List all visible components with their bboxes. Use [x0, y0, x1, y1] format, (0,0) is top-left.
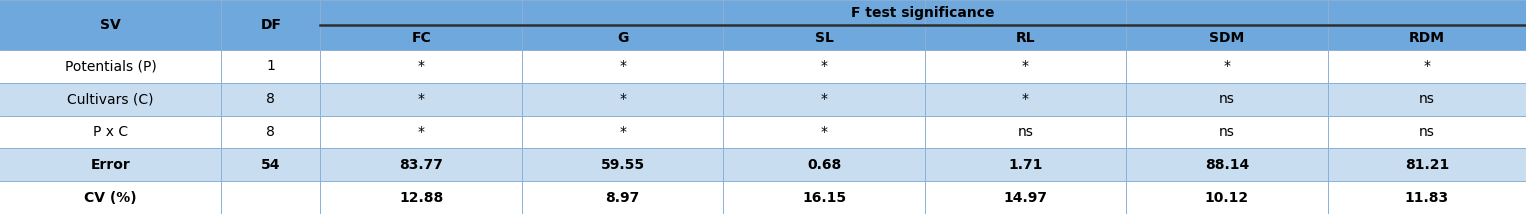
Text: *: *: [620, 92, 626, 106]
Text: *: *: [620, 59, 626, 73]
Bar: [0, 50, 1526, 83]
Text: 1.71: 1.71: [1009, 158, 1042, 172]
Text: 11.83: 11.83: [1405, 191, 1448, 205]
Bar: [0, 181, 1526, 214]
Text: 0.68: 0.68: [807, 158, 841, 172]
Text: ns: ns: [1419, 92, 1434, 106]
Text: DF: DF: [261, 18, 281, 32]
Bar: [0, 0, 1526, 50]
Text: ns: ns: [1219, 92, 1235, 106]
Text: 88.14: 88.14: [1206, 158, 1248, 172]
Text: 16.15: 16.15: [803, 191, 845, 205]
Text: *: *: [1022, 59, 1029, 73]
Text: 54: 54: [261, 158, 281, 172]
Text: ns: ns: [1018, 125, 1033, 139]
Text: P x C: P x C: [93, 125, 128, 139]
Text: *: *: [1224, 59, 1230, 73]
Text: 14.97: 14.97: [1004, 191, 1047, 205]
Text: 81.21: 81.21: [1405, 158, 1448, 172]
Text: *: *: [418, 125, 424, 139]
Text: 10.12: 10.12: [1206, 191, 1248, 205]
Bar: [0, 148, 1526, 181]
Text: *: *: [418, 59, 424, 73]
Text: ns: ns: [1419, 125, 1434, 139]
Text: 59.55: 59.55: [601, 158, 644, 172]
Text: *: *: [821, 125, 827, 139]
Text: SL: SL: [815, 31, 833, 45]
Text: Potentials (P): Potentials (P): [64, 59, 157, 73]
Text: *: *: [821, 59, 827, 73]
Text: 8: 8: [267, 92, 275, 106]
Text: Error: Error: [90, 158, 131, 172]
Text: *: *: [1424, 59, 1430, 73]
Text: G: G: [617, 31, 629, 45]
Text: Cultivars (C): Cultivars (C): [67, 92, 154, 106]
Text: RDM: RDM: [1408, 31, 1445, 45]
Text: SDM: SDM: [1209, 31, 1245, 45]
Text: 83.77: 83.77: [400, 158, 443, 172]
Text: *: *: [1022, 92, 1029, 106]
Text: ns: ns: [1219, 125, 1235, 139]
Text: 8: 8: [267, 125, 275, 139]
Text: 8.97: 8.97: [606, 191, 639, 205]
Text: FC: FC: [412, 31, 430, 45]
Text: CV (%): CV (%): [84, 191, 137, 205]
Text: SV: SV: [101, 18, 121, 32]
Text: RL: RL: [1016, 31, 1035, 45]
Text: 12.88: 12.88: [400, 191, 443, 205]
Bar: [0, 83, 1526, 116]
Text: *: *: [418, 92, 424, 106]
Text: *: *: [620, 125, 626, 139]
Text: F test significance: F test significance: [852, 6, 995, 19]
Bar: [0, 116, 1526, 148]
Text: *: *: [821, 92, 827, 106]
Text: 1: 1: [267, 59, 275, 73]
